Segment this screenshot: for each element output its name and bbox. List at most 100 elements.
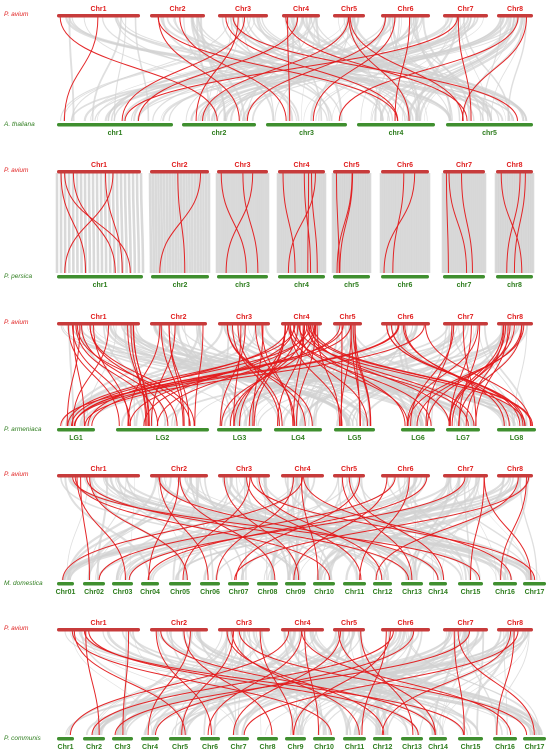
background-link [482, 16, 502, 122]
bottom-chromosome-label: Chr12 [373, 744, 393, 751]
background-link [162, 172, 167, 274]
top-chromosome-label: Chr7 [456, 162, 472, 169]
highlight-links [59, 16, 527, 122]
bottom-chromosome-bar [429, 582, 447, 586]
highlight-link [60, 172, 87, 274]
top-chromosome-bar [282, 14, 320, 18]
bottom-chromosome-label: Chr3 [115, 744, 131, 751]
top-chromosome-label: Chr5 [340, 314, 356, 321]
top-chromosome-bar [443, 322, 488, 326]
bottom-chromosome-label: Chr12 [373, 589, 393, 596]
background-link [286, 16, 513, 122]
bottom-chromosome-bar [57, 737, 74, 741]
top-chromosome-label: Chr4 [294, 162, 310, 169]
background-link [331, 16, 447, 122]
bottom-chromosome-bar [200, 582, 220, 586]
bottom-species-label: A. thaliana [3, 121, 35, 128]
highlight-link [282, 172, 296, 274]
highlight-link [292, 324, 304, 427]
highlight-link [63, 16, 99, 122]
highlight-link [128, 476, 466, 581]
bottom-chromosome-label: chr1 [108, 130, 123, 137]
bottom-species-label: P. persica [4, 273, 32, 280]
bottom-chromosome-label: chr8 [507, 282, 522, 289]
top-chromosome-label: Chr5 [341, 620, 357, 627]
highlight-link [293, 476, 388, 581]
highlight-link [496, 630, 515, 736]
highlight-link [91, 324, 341, 427]
bottom-chromosome-bar [57, 428, 95, 432]
top-chromosome-label: Chr6 [398, 620, 414, 627]
background-link [217, 16, 520, 122]
background-link [442, 630, 529, 736]
background-link [154, 172, 158, 274]
top-chromosome-bar [443, 14, 488, 18]
highlight-link [158, 16, 240, 122]
top-chromosome-label: Chr2 [172, 162, 188, 169]
bottom-chromosome-label: chr5 [482, 130, 497, 137]
background-link [315, 16, 343, 122]
background-link [412, 16, 461, 122]
highlight-link [88, 630, 419, 736]
highlight-link [277, 324, 306, 427]
bottom-chromosome-bar [278, 275, 325, 279]
background-link [408, 16, 516, 122]
bottom-chromosome-bar [151, 275, 209, 279]
background-link [127, 172, 132, 274]
top-chromosome-label: Chr1 [91, 162, 107, 169]
top-chromosome-bar [497, 322, 533, 326]
highlight-link [66, 324, 81, 427]
top-chromosome-label: Chr7 [458, 466, 474, 473]
background-link [88, 476, 127, 581]
background-link [134, 324, 201, 427]
top-chromosome-bar [150, 14, 205, 18]
bottom-chromosome-bar [285, 582, 306, 586]
bottom-chromosome-bar [446, 123, 533, 127]
bottom-chromosome-label: Chr1 [58, 744, 74, 751]
background-link [83, 16, 450, 122]
top-chromosome-label: Chr8 [507, 6, 523, 13]
highlight-link [73, 630, 186, 736]
highlight-link [127, 324, 161, 427]
bottom-chromosome-bar [343, 737, 366, 741]
highlight-link [453, 630, 465, 736]
highlight-link [425, 324, 453, 427]
bottom-chromosome-bar [443, 275, 485, 279]
background-link [431, 324, 450, 427]
highlight-link [72, 324, 110, 427]
highlight-link [73, 324, 400, 427]
highlight-link [160, 630, 436, 736]
background-link [233, 324, 316, 427]
highlight-link [457, 16, 472, 122]
bottom-chromosome-label: chr4 [294, 282, 309, 289]
bottom-chromosome-bar [333, 275, 370, 279]
background-link [467, 476, 497, 581]
highlight-links [69, 630, 535, 736]
highlight-link [62, 476, 303, 581]
background-links [64, 630, 543, 736]
highlight-link [207, 630, 303, 736]
background-link [441, 476, 476, 581]
highlight-link [348, 16, 410, 122]
bottom-chromosome-label: Chr05 [170, 589, 190, 596]
top-chromosome-label: Chr6 [398, 466, 414, 473]
highlight-link [234, 476, 530, 581]
background-link [344, 324, 411, 427]
highlight-link [349, 16, 464, 122]
bottom-chromosome-label: chr7 [457, 282, 472, 289]
top-chromosome-bar [443, 474, 488, 478]
highlight-link [461, 16, 527, 122]
highlight-link [465, 324, 505, 427]
background-link [75, 172, 79, 274]
bottom-chromosome-label: chr3 [299, 130, 314, 137]
top-species-label: P. avium [4, 471, 29, 478]
bottom-chromosome-label: Chr09 [286, 589, 306, 596]
top-chromosome-bar [497, 628, 533, 632]
highlight-link [310, 324, 450, 427]
bottom-chromosome-label: Chr01 [56, 589, 76, 596]
highlight-link [386, 324, 526, 427]
top-chromosome-label: Chr8 [507, 620, 523, 627]
bottom-chromosome-label: LG2 [156, 435, 170, 442]
bottom-chromosome-bar [57, 582, 74, 586]
highlight-link [289, 324, 343, 427]
